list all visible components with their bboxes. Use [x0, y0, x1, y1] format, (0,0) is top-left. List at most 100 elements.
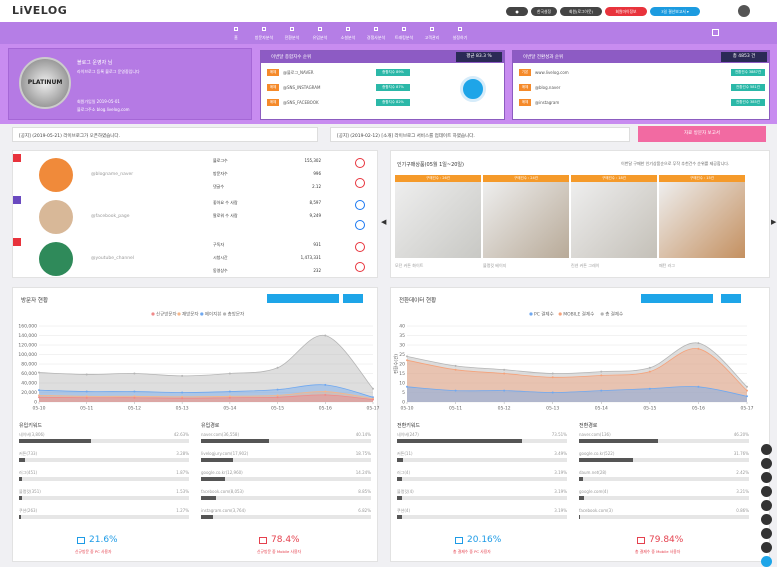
nav-item[interactable]: 홈 — [222, 26, 250, 41]
legend-label: MOBILE 결제수 — [563, 311, 594, 318]
social-button[interactable] — [355, 220, 365, 230]
rank-name: @SNS_INSTAGRAM — [283, 85, 321, 90]
social-button[interactable] — [355, 200, 365, 210]
side-icon[interactable] — [761, 458, 772, 469]
header-button[interactable]: 회원(로그아웃) — [560, 7, 602, 16]
product-image[interactable] — [395, 182, 481, 258]
keyword-name: naver.com(136) — [579, 432, 611, 437]
product-image[interactable] — [659, 182, 745, 258]
keyword-name: 러그(451) — [19, 470, 38, 475]
keyword-percent: 14.24% — [355, 470, 371, 475]
legend-swatch — [223, 312, 227, 316]
report-button[interactable]: 자료 방문자 보고서 — [638, 126, 766, 142]
y-tick-label: 40 — [399, 324, 405, 330]
social-avatar — [39, 200, 73, 234]
keyword-bar — [579, 496, 585, 500]
keyword-name: 커튼(733) — [19, 451, 38, 456]
product-image[interactable] — [571, 182, 657, 258]
product-image[interactable] — [483, 182, 569, 258]
point — [551, 372, 554, 375]
point — [181, 395, 184, 398]
header-button[interactable]: 회원마이정보 — [605, 7, 647, 16]
side-icon[interactable] — [761, 444, 772, 455]
point — [85, 390, 88, 393]
point — [697, 385, 700, 388]
nav-item[interactable]: 전환분석 — [278, 26, 306, 41]
side-icon[interactable] — [761, 556, 772, 567]
header-button[interactable]: 3일 결산보고서 ▾ — [650, 7, 700, 16]
y-tick-label: 10 — [399, 381, 405, 387]
rank-tag: 매체 — [519, 99, 531, 106]
keyword-percent: 1.87% — [176, 470, 189, 475]
keyword-track — [397, 477, 567, 481]
social-button[interactable] — [355, 158, 365, 168]
total-caption: 신규방문 중 Mobile 사용자 — [257, 549, 302, 554]
side-icon[interactable] — [761, 472, 772, 483]
point — [228, 390, 231, 393]
prev-arrow[interactable]: ◀ — [381, 218, 387, 226]
side-icon[interactable] — [761, 514, 772, 525]
product-tag: 구매건수 : 18건 — [571, 175, 657, 182]
nav-icon — [430, 27, 434, 31]
date-picker[interactable] — [641, 294, 713, 303]
social-button[interactable] — [355, 178, 365, 188]
nav-item[interactable]: 고객관리 — [418, 26, 446, 41]
date-picker[interactable] — [267, 294, 339, 303]
nav-label: 방문자분석 — [254, 35, 274, 40]
product-tag: 구매건수 : 15건 — [659, 175, 745, 182]
point — [697, 347, 700, 350]
nav-item[interactable]: 트래킹분석 — [390, 26, 418, 41]
social-button[interactable] — [355, 242, 365, 252]
y-tick-label: 40,000 — [21, 381, 37, 387]
nav-bar: 홈 방문자분석 전환분석 유입분석 소셜분석 경쟁사분석 트래킹분석 고객관리 설정하기 — [0, 22, 777, 44]
side-icon[interactable] — [761, 528, 772, 539]
nav-icon — [402, 27, 406, 31]
nav-label: 유입분석 — [312, 35, 328, 40]
point — [648, 370, 651, 373]
point — [38, 394, 40, 397]
device-icon — [259, 537, 267, 544]
header-button[interactable]: 한국설정 — [531, 7, 557, 16]
nav-item[interactable]: 유입분석 — [306, 26, 334, 41]
social-button[interactable] — [355, 262, 365, 272]
nav-item[interactable]: 설정하기 — [446, 26, 474, 41]
keyword-track — [19, 496, 189, 500]
stat-label: 좋아요 수 사람 — [213, 200, 238, 205]
grade-badge: PLATINUM — [19, 57, 71, 109]
keyword-percent: 2.42% — [736, 470, 749, 475]
filter-button[interactable] — [343, 294, 363, 303]
filter-button[interactable] — [721, 294, 741, 303]
side-icon[interactable] — [761, 486, 772, 497]
point — [648, 387, 651, 390]
y-tick-label: 35 — [399, 333, 405, 339]
expand-icon[interactable] — [712, 29, 719, 36]
point — [697, 342, 700, 345]
keyword-name: 쿠션(263) — [19, 508, 38, 513]
next-arrow[interactable]: ▶ — [771, 218, 777, 226]
nav-icon — [262, 27, 266, 31]
keyword-title: 유입키워드 — [19, 423, 43, 429]
keyword-bar — [19, 515, 22, 519]
keyword-bar — [397, 515, 403, 519]
product-name: 모던 커튼 화이트 — [395, 263, 424, 268]
nav-label: 전환분석 — [284, 35, 300, 40]
keyword-bar — [201, 458, 233, 462]
point — [38, 396, 40, 399]
x-tick-label: 05-10 — [32, 406, 45, 412]
keyword-name: 네이버(247) — [397, 432, 419, 437]
nav-item[interactable]: 경쟁사분석 — [362, 26, 390, 41]
top-bar: LiVELOG ● 한국설정 회원(로그아웃) 회원마이정보 3일 결산보고서 ▾ — [0, 0, 777, 22]
legend-swatch — [177, 312, 181, 316]
keyword-title: 유입경로 — [201, 423, 220, 429]
nav-item[interactable]: 방문자분석 — [250, 26, 278, 41]
area-line — [38, 384, 374, 398]
keyword-track — [397, 458, 567, 462]
total-caption: 총 결제수 중 PC 사용자 — [453, 549, 491, 554]
user-avatar[interactable] — [738, 5, 750, 17]
header-button[interactable]: ● — [506, 7, 528, 16]
side-icon[interactable] — [761, 542, 772, 553]
keyword-bar — [201, 515, 213, 519]
side-icon[interactable] — [761, 500, 772, 511]
nav-item[interactable]: 소셜분석 — [334, 26, 362, 41]
keyword-bar — [201, 477, 226, 481]
